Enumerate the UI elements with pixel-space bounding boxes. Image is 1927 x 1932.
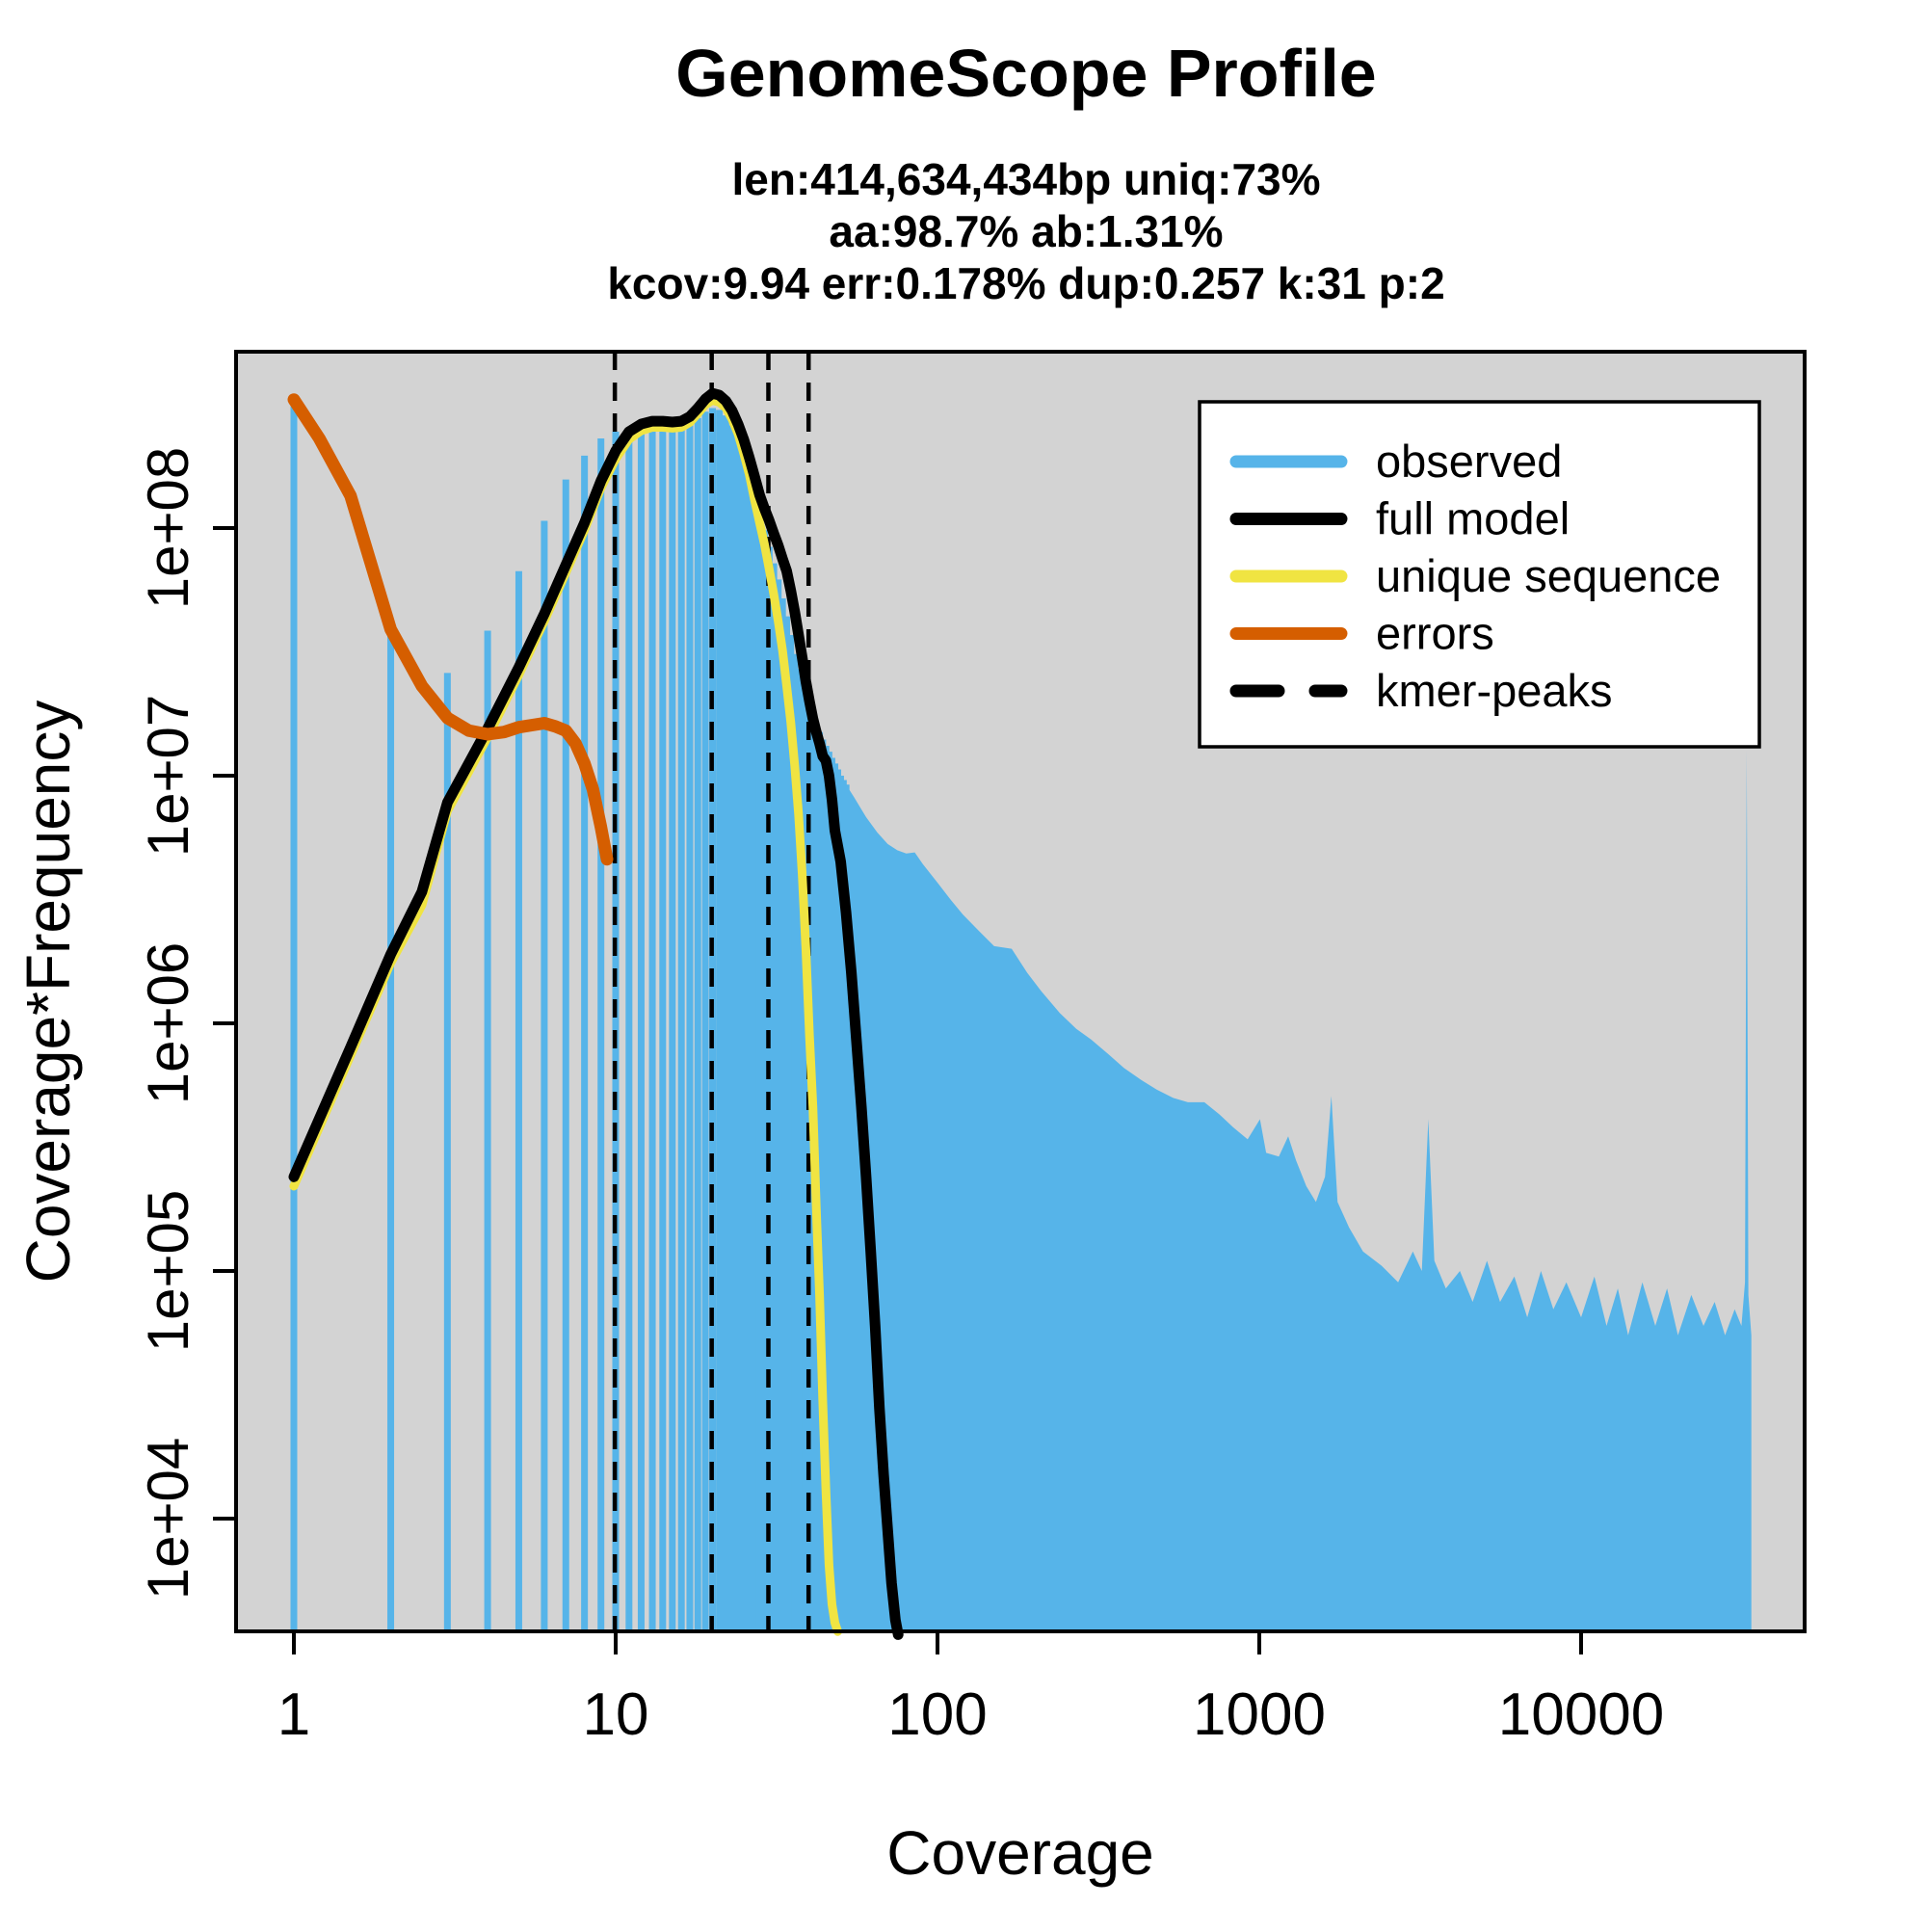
kmer-peaks-group	[612, 352, 811, 1631]
y-tick-label: 1e+08	[136, 447, 200, 610]
chart-subtitle: kcov:9.94 err:0.178% dup:0.257 k:31 p:2	[607, 258, 1444, 308]
y-tick-label: 1e+05	[136, 1190, 200, 1353]
errors-curve	[287, 393, 614, 866]
plot-frame	[234, 350, 1807, 1633]
x-axis: 1 10 100 1000 10000	[277, 1631, 1664, 1748]
legend-label: kmer-peaks	[1376, 665, 1613, 716]
x-tick-label: 1	[277, 1681, 310, 1748]
chart-title: GenomeScope Profile	[675, 36, 1376, 111]
legend-label: full model	[1376, 493, 1570, 544]
legend-label: unique sequence	[1376, 550, 1721, 601]
observed-tail	[846, 750, 1752, 1631]
legend-label: errors	[1376, 608, 1494, 659]
chart-subtitle: aa:98.7% ab:1.31%	[829, 206, 1223, 256]
x-tick-label: 10	[583, 1681, 649, 1748]
x-tick-label: 100	[887, 1681, 987, 1748]
full-model-curve	[288, 387, 904, 1640]
chart-subtitle: len:414,634,434bp uniq:73%	[731, 154, 1320, 204]
y-axis-title: Coverage*Frequency	[13, 701, 83, 1284]
y-tick-label: 1e+04	[136, 1438, 200, 1601]
y-axis: 1e+04 1e+05 1e+06 1e+07 1e+08	[136, 447, 236, 1601]
legend-label: observed	[1376, 436, 1562, 487]
y-tick-label: 1e+06	[136, 942, 200, 1105]
x-axis-title: Coverage	[886, 1818, 1154, 1888]
legend: observed full model unique sequence errors k…	[1198, 400, 1761, 749]
y-tick-label: 1e+07	[136, 695, 200, 858]
x-tick-label: 1000	[1193, 1681, 1326, 1748]
x-tick-label: 10000	[1498, 1681, 1664, 1748]
